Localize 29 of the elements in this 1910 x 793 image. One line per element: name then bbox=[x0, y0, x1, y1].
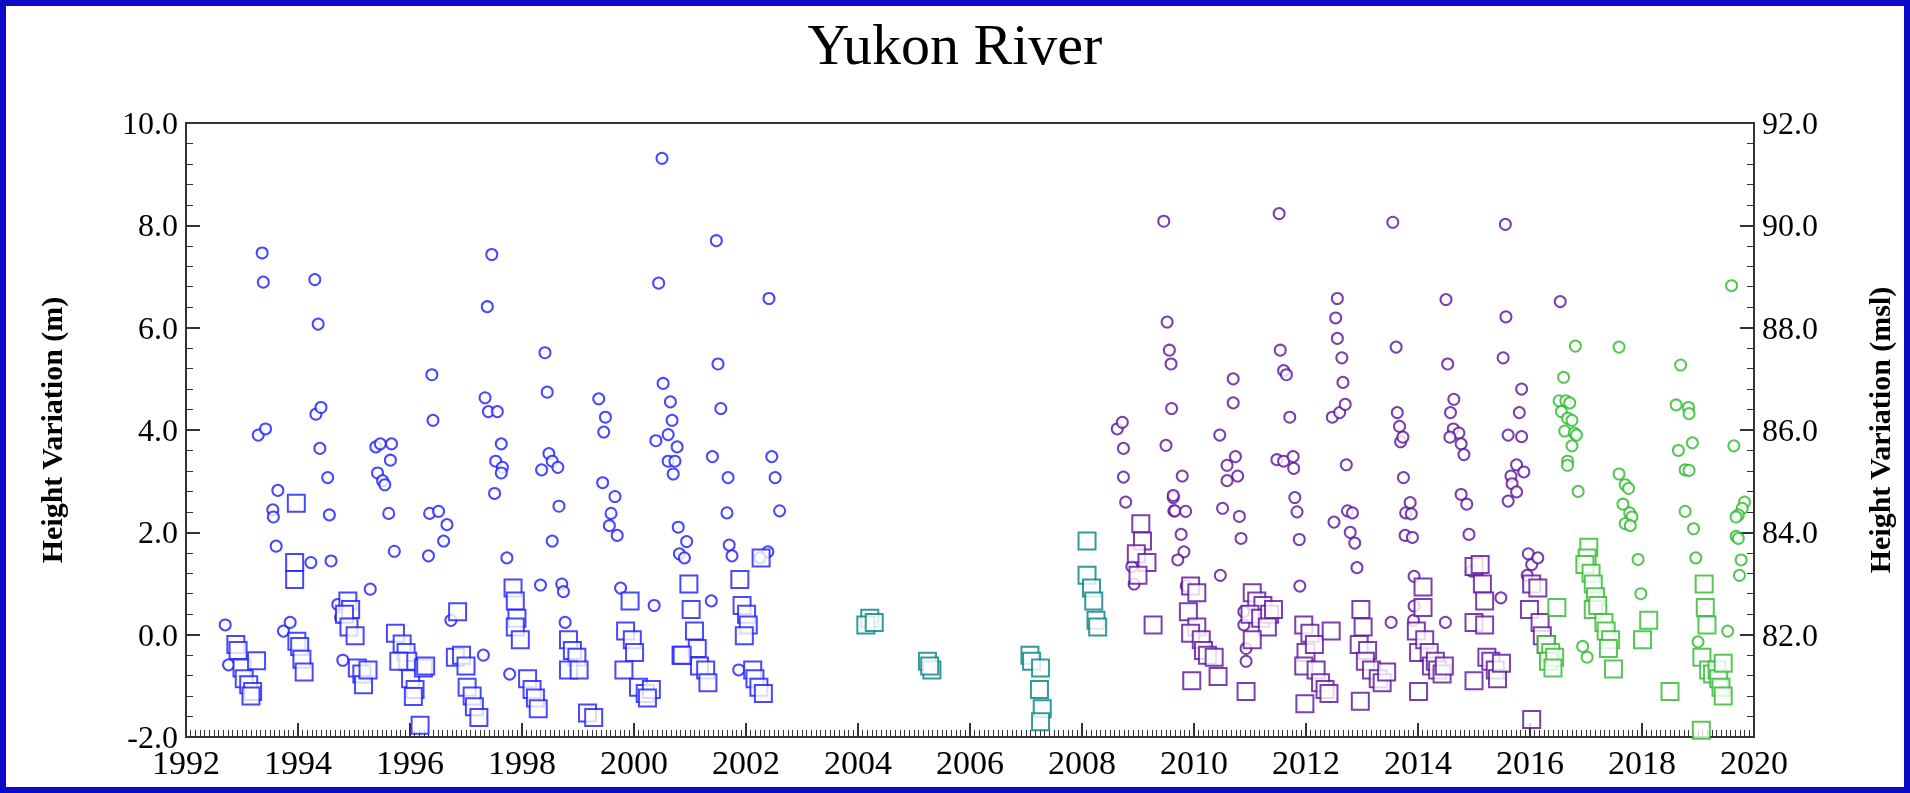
y2-axis-title: Height Variation (msl) bbox=[1862, 286, 1897, 574]
x-tick-label: 2006 bbox=[936, 743, 1004, 781]
x-tick-label: 2012 bbox=[1272, 743, 1340, 781]
x-tick-label: 2018 bbox=[1608, 743, 1676, 781]
y-tick-label: 8.0 bbox=[138, 207, 178, 244]
y-axis-title: Height Variation (m) bbox=[34, 296, 69, 564]
y-tick-label: 2.0 bbox=[138, 514, 178, 551]
x-tick-label: 1994 bbox=[264, 743, 332, 781]
y2-tick-label: 84.0 bbox=[1762, 514, 1818, 551]
x-tick-label: 2014 bbox=[1384, 743, 1452, 781]
y2-tick-label: 82.0 bbox=[1762, 616, 1818, 653]
x-tick-label: 2000 bbox=[600, 743, 668, 781]
x-tick-label: 2004 bbox=[824, 743, 892, 781]
x-tick-label: 2020 bbox=[1720, 743, 1788, 781]
y2-tick-label: 88.0 bbox=[1762, 309, 1818, 346]
chart-title: Yukon River bbox=[807, 11, 1103, 77]
y-tick-label: 4.0 bbox=[138, 412, 178, 448]
x-tick-label: 1996 bbox=[376, 743, 444, 781]
x-tick-label: 2002 bbox=[712, 743, 780, 781]
y2-tick-label: 90.0 bbox=[1762, 207, 1818, 244]
y-tick-label: 6.0 bbox=[138, 309, 178, 346]
y-tick-label: 0.0 bbox=[138, 616, 178, 653]
y2-tick-label: 92.0 bbox=[1762, 105, 1818, 141]
x-tick-label: 2008 bbox=[1048, 743, 1116, 781]
x-tick-label: 2010 bbox=[1160, 743, 1228, 781]
y2-tick-label: 86.0 bbox=[1762, 412, 1818, 448]
y-tick-label: 10.0 bbox=[122, 105, 178, 141]
x-tick-label: 1998 bbox=[488, 743, 556, 781]
x-tick-label: 2016 bbox=[1496, 743, 1564, 781]
